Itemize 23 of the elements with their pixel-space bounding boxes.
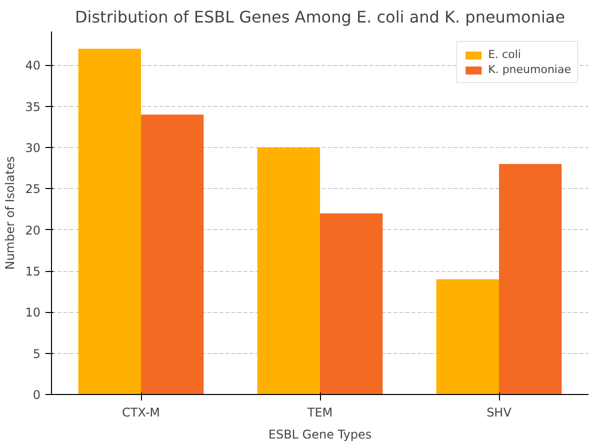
bar xyxy=(257,148,320,394)
y-tick-label: 35 xyxy=(25,100,41,114)
bar xyxy=(320,213,383,394)
bar xyxy=(436,279,499,394)
x-tick-label: TEM xyxy=(306,406,333,420)
legend-label: E. coli xyxy=(488,48,521,61)
x-axis-title: ESBL Gene Types xyxy=(268,428,372,442)
chart-title: Distribution of ESBL Genes Among E. coli and K. pneumoniae xyxy=(74,8,566,26)
bar xyxy=(141,114,204,394)
x-tick-label: CTX-M xyxy=(122,406,160,420)
y-tick-label: 40 xyxy=(25,58,41,73)
x-tick-label: SHV xyxy=(486,406,512,420)
y-tick-label: 5 xyxy=(32,346,41,361)
y-axis-title: Number of Isolates xyxy=(3,156,18,270)
bar xyxy=(499,164,562,394)
bar xyxy=(78,48,141,394)
y-tick-label: 25 xyxy=(25,182,41,196)
legend-label: K. pneumoniae xyxy=(488,63,571,76)
y-tick-label: 10 xyxy=(25,306,41,320)
y-tick-label: 20 xyxy=(25,223,41,238)
y-tick-label: 0 xyxy=(32,388,41,402)
y-tick-label: 30 xyxy=(25,141,41,156)
y-tick-label: 15 xyxy=(25,264,41,279)
